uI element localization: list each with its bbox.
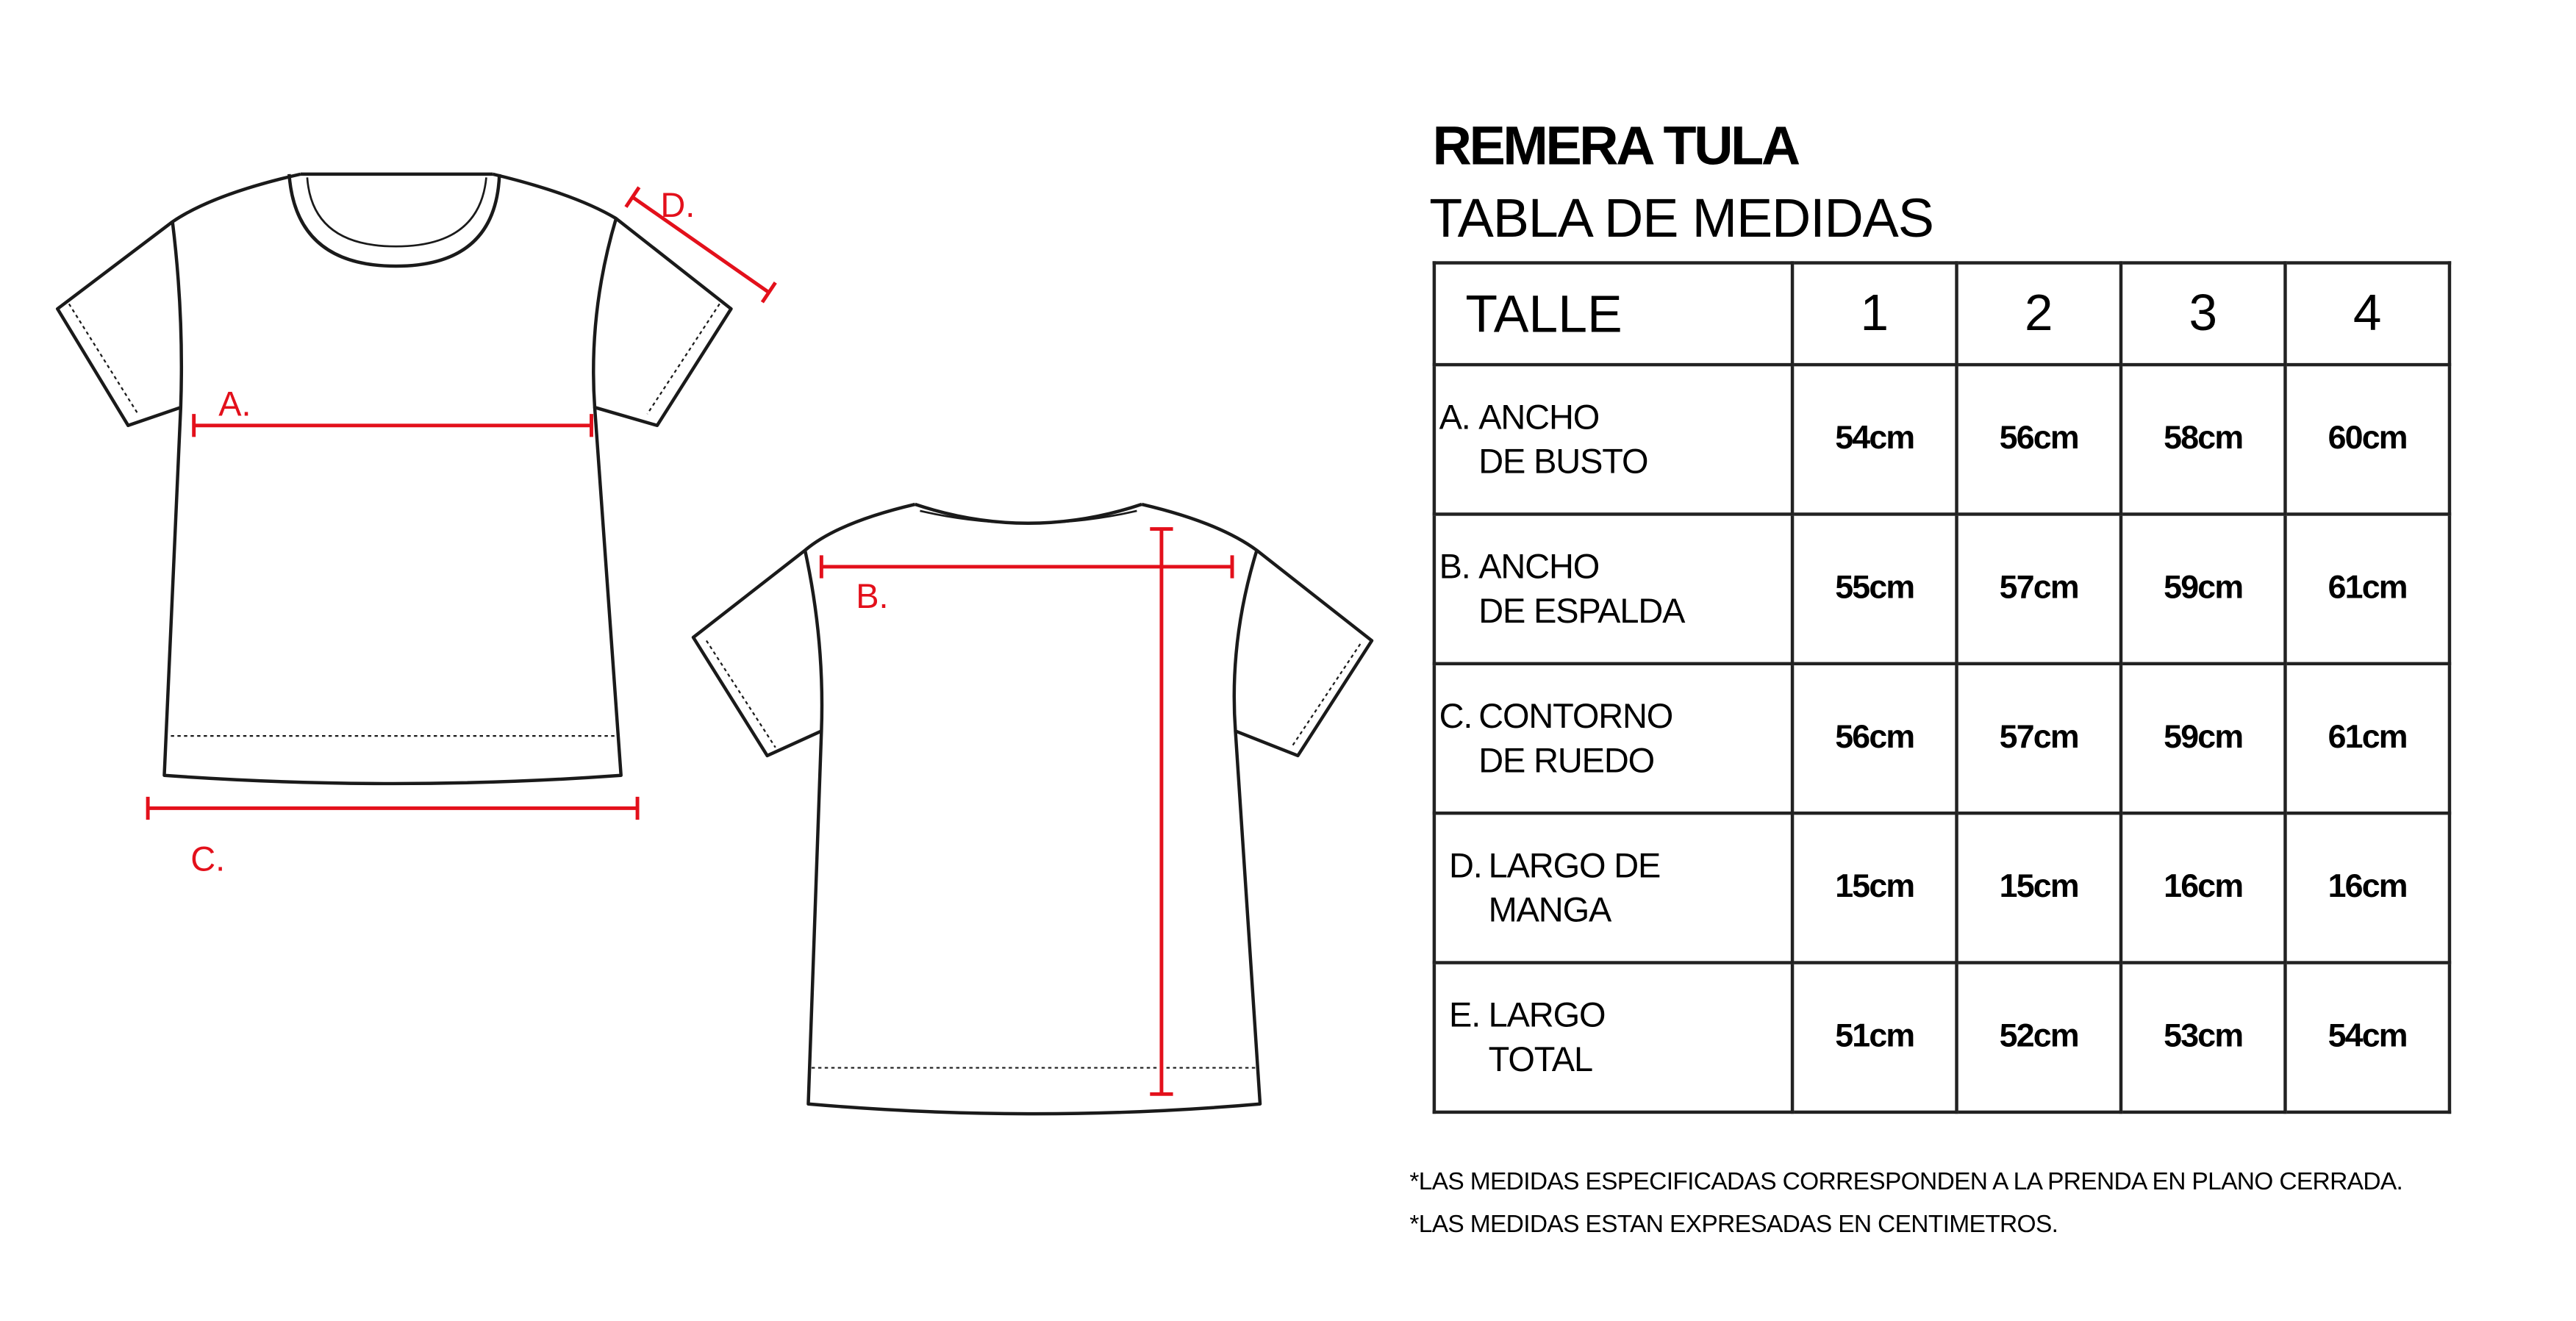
row-label-line1: LARGO DE [1488, 846, 1661, 885]
cell-value: 55cm [1790, 512, 1958, 666]
table-row: D. LARGO DE MANGA 15cm 15cm 16cm 16cm [1432, 811, 2452, 964]
cell-value: 15cm [1955, 811, 2123, 964]
label-d: D. [660, 186, 695, 224]
measure-line-a [192, 414, 593, 437]
row-label-line2: MANGA [1488, 891, 1612, 929]
row-label: B. ANCHO DE ESPALDA [1432, 512, 1795, 666]
cell-value: 51cm [1790, 961, 1958, 1114]
table-row: C. CONTORNO DE RUEDO 56cm 57cm 59cm 61cm [1432, 662, 2452, 815]
row-label: E. LARGO TOTAL [1432, 961, 1795, 1114]
cell-value: 16cm [2283, 811, 2452, 964]
cell-value: 60cm [2283, 362, 2452, 516]
cell-value: 61cm [2283, 662, 2452, 815]
row-label: A. ANCHO DE BUSTO [1432, 362, 1795, 516]
label-a: A. [218, 384, 251, 423]
row-letter: D. [1449, 846, 1483, 885]
garment-diagrams: A. C. D. B. [55, 172, 1374, 1116]
measure-line-c [146, 796, 640, 820]
row-letter: A. [1439, 398, 1471, 437]
row-label-line2: DE RUEDO [1478, 741, 1655, 780]
cell-value: 59cm [2119, 662, 2287, 815]
row-letter: B. [1439, 548, 1471, 586]
row-label: D. LARGO DE MANGA [1432, 811, 1795, 964]
row-label: C. CONTORNO DE RUEDO [1432, 662, 1795, 815]
measure-line-d [624, 186, 777, 304]
table-row: B. ANCHO DE ESPALDA 55cm 57cm 59cm 61cm [1432, 512, 2452, 666]
row-label-line1: LARGO [1488, 996, 1606, 1034]
row-label-line2: DE BUSTO [1478, 443, 1648, 481]
table-row: A. ANCHO DE BUSTO 54cm 56cm 58cm 60cm [1432, 362, 2452, 516]
cell-value: 16cm [2119, 811, 2287, 964]
size-col-2: 2 [1955, 261, 2123, 367]
cell-value: 59cm [2119, 512, 2287, 666]
size-col-4: 4 [2283, 261, 2452, 367]
measure-line-e [1150, 527, 1173, 1096]
front-tshirt-drawing [55, 172, 733, 786]
label-c: C. [190, 840, 225, 878]
size-header: TALLE [1432, 261, 1795, 367]
cell-value: 54cm [1790, 362, 1958, 516]
size-table: TALLE 1 2 3 4 A. ANCHO DE BUSTO 54cm 56cm … [1432, 261, 2452, 1114]
footnote-1: *LAS MEDIDAS ESPECIFICADAS CORRESPONDEN … [1409, 1167, 2403, 1196]
table-title: TABLA DE MEDIDAS [1429, 187, 1934, 248]
product-title: REMERA TULA [1432, 115, 1800, 176]
row-label-line1: ANCHO [1478, 548, 1600, 586]
table-header-row: TALLE 1 2 3 4 [1432, 261, 2452, 367]
cell-value: 58cm [2119, 362, 2287, 516]
row-label-line2: TOTAL [1488, 1040, 1593, 1079]
row-label-line1: CONTORNO [1478, 697, 1673, 736]
row-label-line1: ANCHO [1478, 398, 1600, 437]
cell-value: 54cm [2283, 961, 2452, 1114]
cell-value: 56cm [1955, 362, 2123, 516]
back-tshirt-drawing [691, 502, 1374, 1116]
row-letter: E. [1449, 996, 1481, 1034]
row-letter: C. [1439, 697, 1473, 736]
footnote-2: *LAS MEDIDAS ESTAN EXPRESADAS EN CENTIME… [1409, 1210, 2058, 1239]
cell-value: 57cm [1955, 662, 2123, 815]
cell-value: 57cm [1955, 512, 2123, 666]
cell-value: 53cm [2119, 961, 2287, 1114]
label-b: B. [856, 577, 888, 615]
size-col-1: 1 [1790, 261, 1958, 367]
cell-value: 52cm [1955, 961, 2123, 1114]
row-label-line2: DE ESPALDA [1478, 592, 1685, 631]
cell-value: 15cm [1790, 811, 1958, 964]
table-row: E. LARGO TOTAL 51cm 52cm 53cm 54cm [1432, 961, 2452, 1114]
measure-line-b [819, 555, 1234, 579]
size-col-3: 3 [2119, 261, 2287, 367]
cell-value: 61cm [2283, 512, 2452, 666]
cell-value: 56cm [1790, 662, 1958, 815]
